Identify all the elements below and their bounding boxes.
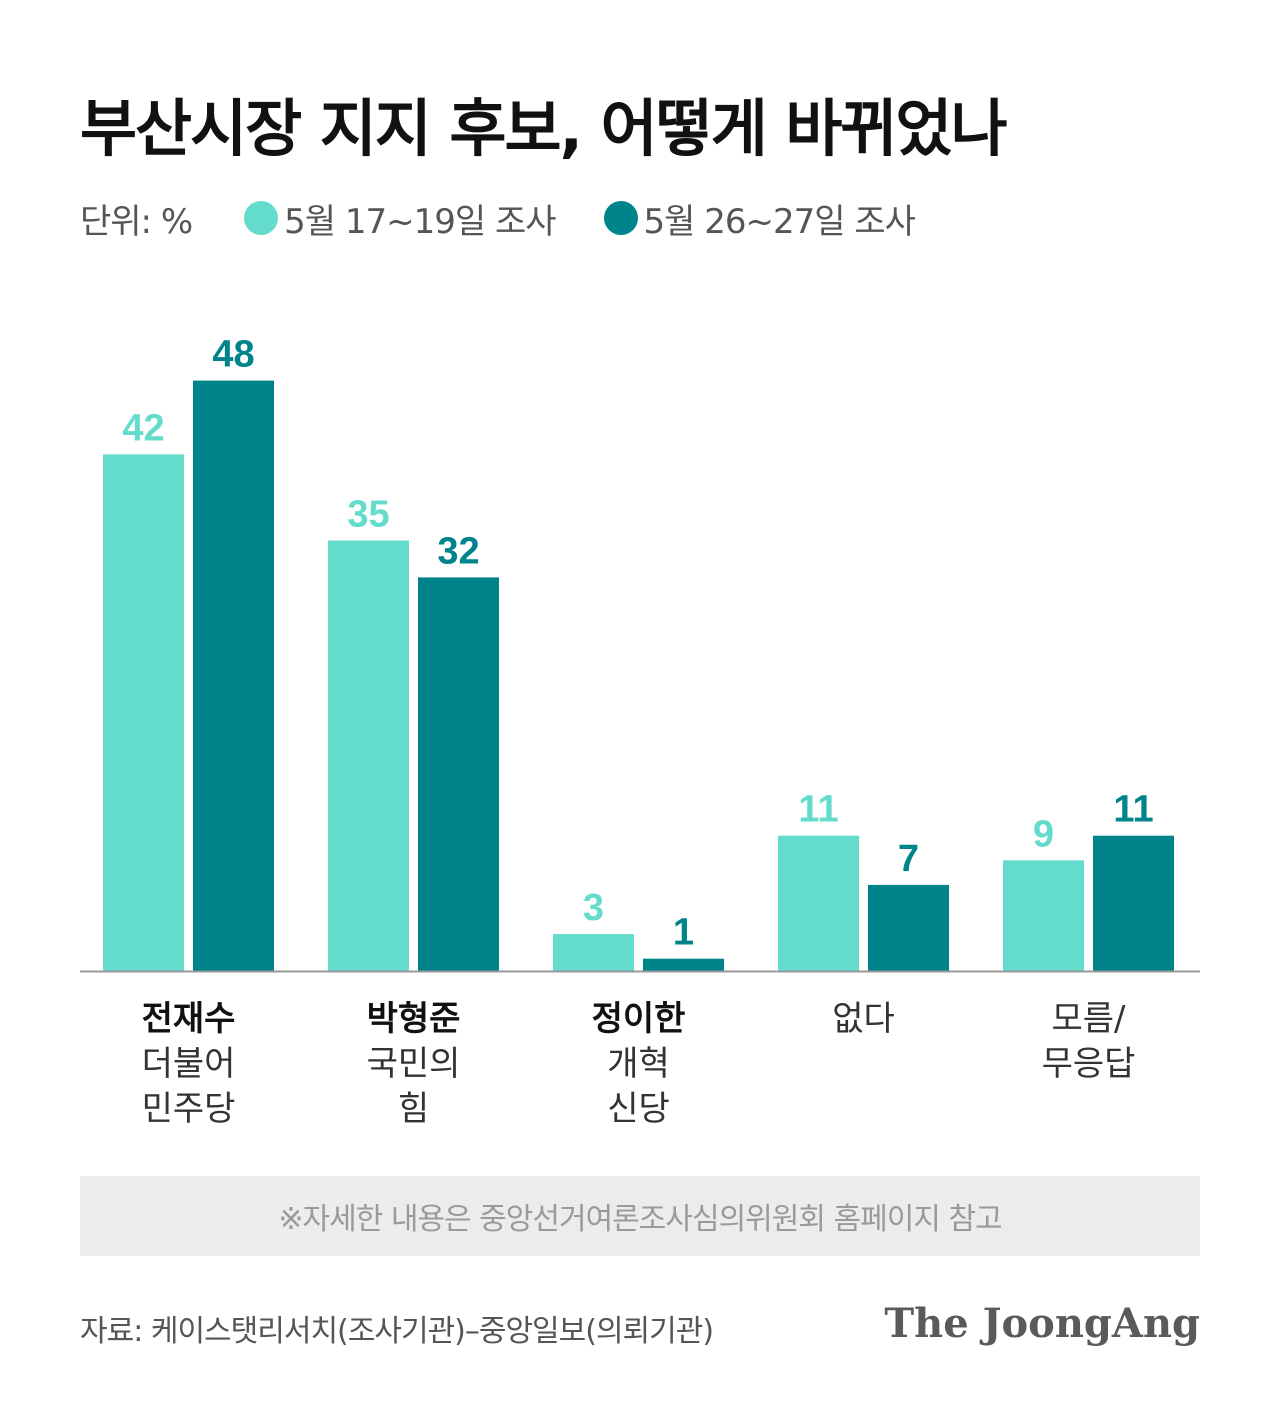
data-label-s1-cat4: 11: [798, 789, 838, 831]
source-text: 자료: 케이스탯리서치(조사기관)–중앙일보(의뢰기관): [80, 1314, 714, 1349]
bar-s1-cat1: [103, 454, 184, 971]
brand-logo: The JoongAng: [884, 1300, 1200, 1347]
bar-s1-cat3: [553, 934, 634, 971]
bar-s2-cat1: [193, 380, 274, 972]
data-label-s1-cat5: 9: [1033, 813, 1054, 855]
note-text: ※자세한 내용은 중앙선거여론조사심의위원회 홈페이지 참고: [278, 1202, 1002, 1237]
unit-label: 단위: %: [80, 201, 193, 242]
category-name-1: 전재수: [142, 999, 236, 1039]
legend-label-series1: 5월 17~19일 조사: [284, 201, 556, 242]
category-name-2: 박형준: [367, 999, 461, 1039]
data-label-s2-cat2: 32: [437, 530, 479, 572]
data-label-s2-cat4: 7: [898, 838, 919, 880]
bar-s2-cat3: [643, 958, 724, 971]
bar-s2-cat5: [1093, 835, 1174, 971]
bar-s2-cat2: [418, 577, 499, 971]
data-label-s2-cat5: 11: [1113, 789, 1153, 831]
category-sub-2-2: 힘: [398, 1089, 429, 1129]
legend-dot-series2: [603, 201, 638, 235]
category-sub-2-1: 국민의: [367, 1044, 461, 1084]
category-sub-1-2: 민주당: [142, 1089, 236, 1129]
data-label-s1-cat3: 3: [583, 887, 604, 929]
bar-s2-cat4: [868, 884, 949, 971]
chart-title: 부산시장 지지 후보, 어떻게 바뀌었나: [80, 92, 1007, 165]
category-sub-4-1: 없다: [832, 999, 895, 1039]
data-label-s2-cat3: 1: [673, 912, 694, 954]
data-label-s1-cat1: 42: [122, 407, 164, 449]
legend-item-series2: 5월 26~27일 조사: [603, 194, 916, 243]
category-sub-5-1: 모름/: [1051, 999, 1126, 1039]
category-name-3: 정이한: [592, 999, 686, 1039]
category-sub-3-1: 개혁: [607, 1044, 670, 1084]
category-sub-5-2: 무응답: [1042, 1044, 1136, 1084]
legend: 단위: % 5월 17~19일 조사 5월 26~27일 조사: [80, 194, 963, 243]
note-box: ※자세한 내용은 중앙선거여론조사심의위원회 홈페이지 참고: [80, 1176, 1200, 1256]
category-sub-1-1: 더불어: [142, 1044, 236, 1084]
data-label-s1-cat2: 35: [347, 494, 389, 536]
data-label-s2-cat1: 48: [212, 334, 254, 376]
category-sub-3-2: 신당: [607, 1089, 670, 1129]
legend-item-series1: 5월 17~19일 조사: [244, 194, 557, 243]
legend-dot-series1: [244, 201, 279, 235]
legend-label-series2: 5월 26~27일 조사: [643, 201, 916, 242]
bar-s1-cat4: [778, 835, 859, 971]
bar-s1-cat5: [1003, 860, 1084, 971]
bar-s1-cat2: [328, 540, 409, 971]
